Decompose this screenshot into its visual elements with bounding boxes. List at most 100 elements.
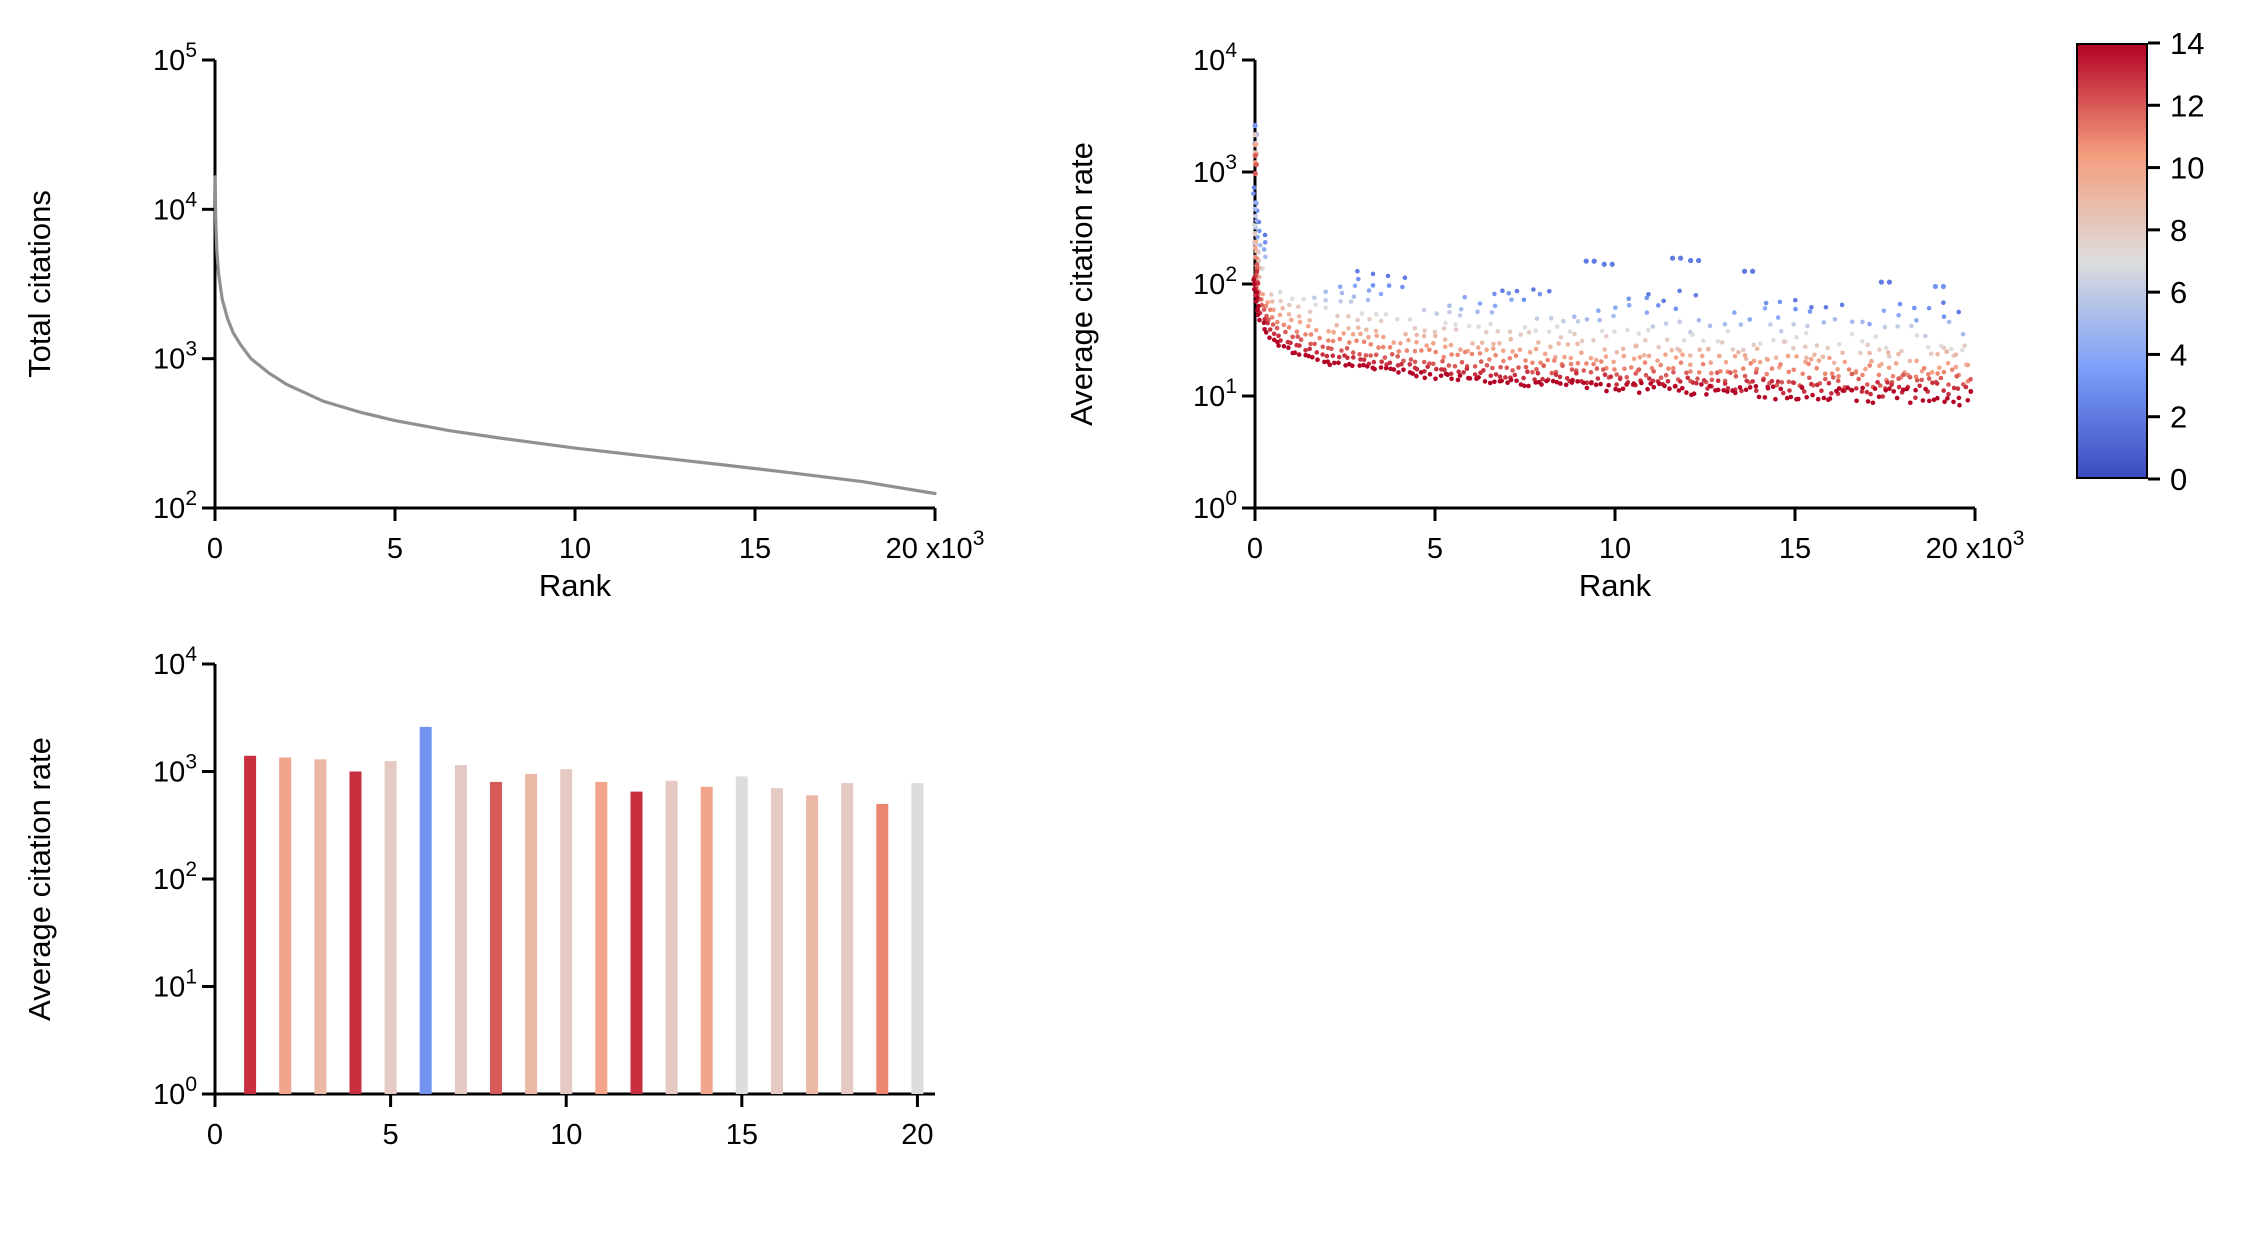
scatter-dot [1614,382,1619,387]
scatter-dot [1778,362,1783,367]
scatter-dot [1594,357,1599,363]
scatter-dot [1561,318,1566,324]
scatter-dot [1662,383,1667,389]
scatter-dot [1412,348,1418,354]
scatter-dot [1252,223,1257,228]
scatter-dot [1723,360,1729,365]
scatter-dot [1896,384,1902,390]
scatter-dot [1690,380,1696,385]
scatter-dot [1896,351,1901,357]
scatter-dot [1956,395,1962,401]
scatter-dot [1742,373,1748,379]
scatter-dot [1414,373,1419,379]
plot3-ylabel: Average citation rate [22,737,57,1021]
scatter-dot [1646,292,1651,297]
scatter-dot [1673,355,1679,360]
scatter-dot [1968,377,1973,382]
scatter-dot [1263,330,1269,335]
scatter-dot [1252,142,1258,148]
scatter-dot [1775,315,1781,320]
scatter-dot [1261,307,1267,312]
scatter-dot [1343,363,1348,368]
scatter-dot [1477,351,1483,356]
scatter-dot [1754,388,1759,394]
scatter-dot [1312,295,1317,301]
scatter-dot [1458,307,1464,312]
scatter-dot [1575,319,1581,324]
scatter-dot [1378,365,1384,370]
scatter-dot [1396,349,1402,354]
scatter-dot [1455,377,1461,383]
scatter-dot [1399,362,1404,367]
scatter-dot [1265,320,1270,326]
scatter-dot [1421,307,1427,313]
scatter-dot [1715,378,1721,384]
scatter-dot [1617,376,1623,382]
scatter-dot [1688,369,1693,374]
scatter-dot [1367,317,1372,322]
scatter-outlier [1878,279,1892,285]
scatter-dot [1534,367,1539,372]
scatter-dot [1750,379,1755,384]
scatter-dot [1883,388,1888,393]
scatter-dot [1252,153,1258,159]
scatter-dot [1941,388,1946,393]
scatter-dot [1699,353,1705,359]
scatter-dot [1839,302,1845,308]
scatter-dot [1345,355,1350,361]
plot3-ytick-label: 102 [153,858,197,896]
scatter-dot [1252,231,1258,237]
scatter-dot [1572,314,1577,320]
scatter-dot [1552,358,1557,363]
plot2-xtick-label: 0 [1247,533,1263,565]
scatter-dot [1693,293,1699,298]
scatter-dot [1807,375,1812,381]
scatter-dot [1761,377,1766,383]
scatter-dot [1897,301,1903,307]
scatter-dot [1363,353,1369,358]
scatter-dot [1286,312,1292,317]
bar-x2 [279,757,292,1094]
scatter-dot [1330,338,1336,344]
scatter-dot [1493,372,1499,377]
scatter-dot [1951,385,1957,391]
scatter-dot [1443,320,1448,326]
scatter-dot [1938,375,1944,381]
scatter-dot [1606,382,1611,388]
scatter-dot [1928,351,1934,357]
scatter-dot [1725,389,1730,394]
scatter-dot [1707,383,1713,389]
scatter-dot [1335,313,1340,319]
scatter-dot [1530,369,1535,375]
scatter-dot [1308,332,1314,337]
scatter-dot [1407,317,1413,322]
scatter-dot [1741,366,1746,371]
scatter-dot [1560,363,1565,369]
scatter-dot [1656,344,1661,350]
scatter-dot [1801,389,1807,394]
scatter-dot [1270,322,1276,327]
scatter-dot [1863,366,1868,372]
scatter-dot [1337,336,1343,342]
scatter-dot [1604,334,1609,339]
scatter-dot [1770,384,1776,390]
scatter-dot [1907,358,1913,364]
scatter-dot [1836,374,1841,379]
scatter-dot [1383,312,1389,317]
scatter-dot [1942,399,1947,405]
scatter-dot [1684,370,1689,376]
scatter-dot [1254,255,1259,261]
scatter-dot [1896,312,1901,318]
scatter-dot [1253,213,1258,219]
scatter-dot [1914,358,1919,364]
scatter-dot [1912,305,1917,311]
scatter-dot [1956,309,1961,315]
scatter-dot [1807,309,1813,314]
scatter-dot [1350,363,1355,369]
scatter-dot [1860,372,1865,378]
scatter-dot [1281,322,1287,328]
plot2-xlabel: Rank [1578,568,1652,603]
scatter-dot [1433,376,1438,382]
scatter-dot [1547,288,1552,294]
scatter-dot [1876,394,1882,400]
